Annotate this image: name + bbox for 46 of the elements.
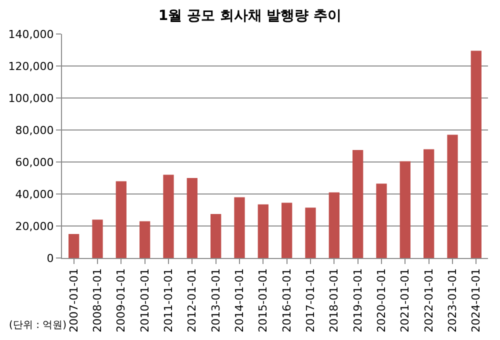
y-tick-label: 80,000 (15, 124, 54, 137)
x-tick-label: 2024-01-01 (470, 268, 483, 332)
x-tick-label: 2022-01-01 (422, 268, 436, 332)
y-tick-label: 0 (46, 252, 54, 265)
x-tick-label: 2018-01-01 (328, 268, 341, 332)
chart-title: 1월 공모 회사채 발행량 추이 (158, 8, 342, 24)
x-tick-label: 2020-01-01 (375, 268, 388, 332)
x-tick-label: 2012-01-01 (186, 268, 199, 332)
y-tick-label: 40,000 (15, 188, 54, 201)
bar (258, 204, 268, 258)
x-tick-label: 2014-01-01 (233, 268, 246, 332)
bar (140, 221, 150, 258)
bar (234, 197, 245, 258)
x-tick-label: 2023-01-01 (446, 268, 460, 332)
x-tick-label: 2007-01-01 (67, 268, 80, 332)
bar (328, 192, 340, 258)
bar (470, 50, 482, 258)
bar (68, 234, 80, 258)
y-tick-label: 20,000 (15, 220, 54, 233)
bar (400, 161, 410, 258)
x-tick-label: 2016-01-01 (280, 268, 294, 332)
bar (447, 134, 458, 258)
x-tick-label: 2017-01-01 (304, 268, 318, 332)
x-tick-label: 2019-01-01 (351, 268, 364, 332)
bar (352, 150, 364, 258)
x-tick-label: 2011-01-01 (162, 268, 176, 332)
bar (116, 181, 126, 258)
bar (424, 149, 434, 258)
text: (단위 : 억원) (9, 320, 67, 331)
x-tick-label: 2015-01-01 (256, 268, 270, 332)
x-tick-label: 2010-01-01 (138, 268, 152, 332)
bar (305, 208, 316, 258)
bar (282, 202, 292, 258)
x-tick-label: 2021-01-01 (398, 268, 412, 332)
bar (376, 184, 387, 258)
y-tick-label: 120,000 (8, 60, 54, 73)
x-tick-label: 2009-01-01 (114, 268, 128, 332)
bar (210, 214, 222, 258)
bar (92, 220, 103, 258)
y-tick-label: 100,000 (8, 92, 54, 105)
x-tick-label: 2013-01-01 (209, 268, 222, 332)
y-tick-label: 60,000 (15, 156, 54, 169)
bar (163, 174, 174, 258)
y-tick-label: 140,000 (8, 28, 54, 41)
x-tick-label: 2008-01-01 (91, 268, 104, 332)
bar (186, 178, 198, 258)
